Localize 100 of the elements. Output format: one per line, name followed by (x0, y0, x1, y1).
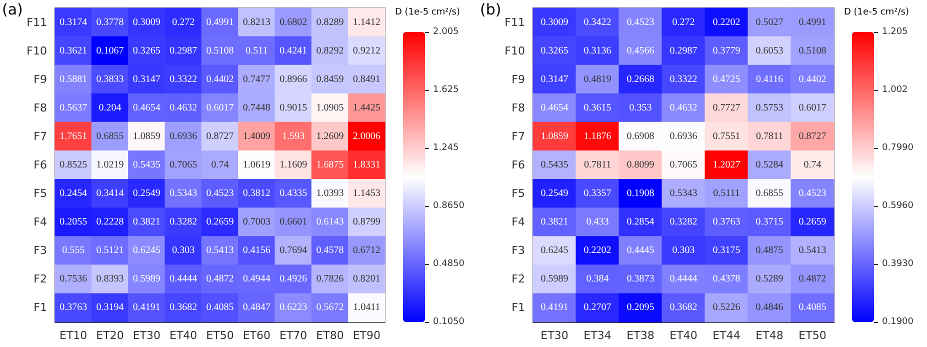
data-label: 0.3422 (584, 16, 612, 28)
data-label: 0.2454 (60, 188, 88, 200)
data-label: 0.3136 (584, 45, 612, 56)
data-label: 0.7811 (584, 160, 612, 170)
x-tick-label: ET50 (798, 329, 826, 342)
x-tick-label: ET34 (584, 329, 612, 342)
data-label: 0.5343 (170, 188, 198, 200)
data-label: 0.1067 (96, 45, 124, 56)
y-tick-label: F11 (26, 16, 47, 29)
data-label: 0.4402 (798, 74, 826, 85)
data-label: 0.6936 (170, 130, 198, 142)
data-label: 0.8799 (352, 216, 380, 228)
data-label: 0.8393 (96, 274, 124, 285)
data-label: 0.4872 (206, 274, 234, 285)
x-tick-label: ET48 (756, 329, 784, 342)
data-label: 0.4991 (798, 16, 826, 28)
data-label: 0.9015 (280, 102, 308, 114)
data-label: 0.2854 (626, 216, 654, 228)
data-label: 0.4191 (540, 302, 568, 314)
data-label: 1.4425 (352, 102, 380, 114)
data-label: 0.5435 (540, 160, 568, 170)
data-label: 0.6908 (626, 130, 654, 142)
data-label: 0.6017 (798, 102, 826, 114)
data-label: 0.3265 (540, 45, 568, 56)
data-label: 1.1412 (352, 16, 380, 28)
data-label: 0.4085 (798, 302, 826, 314)
data-label: 0.8727 (206, 130, 234, 142)
data-label: 0.4335 (280, 188, 308, 200)
data-label: 0.3265 (132, 45, 160, 56)
data-label: 0.3322 (170, 74, 198, 85)
data-label: 0.7551 (712, 130, 740, 142)
data-label: 0.6601 (280, 216, 308, 228)
data-label: 0.5121 (96, 245, 124, 256)
data-label: 0.9212 (352, 45, 380, 56)
data-label: 0.3682 (170, 302, 198, 314)
data-label: 0.3147 (132, 74, 160, 85)
x-tick-label: ET40 (169, 329, 198, 342)
data-label: 0.8213 (242, 16, 270, 28)
data-label: 0.4632 (170, 102, 198, 114)
y-tick-label: F5 (34, 187, 47, 200)
x-tick-label: ET50 (206, 329, 234, 342)
data-label: 1.7651 (60, 130, 88, 142)
data-label: 0.2095 (626, 302, 654, 314)
data-label: 0.3322 (670, 74, 698, 85)
data-label: 0.74 (211, 160, 229, 170)
data-label: 0.272 (172, 16, 195, 28)
data-label: 0.4523 (626, 16, 654, 28)
data-label: 1.1876 (584, 130, 612, 142)
data-label: 0.4191 (132, 302, 160, 314)
y-tick-label: F8 (512, 101, 525, 114)
x-tick-label: ET38 (626, 329, 654, 342)
data-label: 0.4444 (670, 274, 698, 285)
data-label: 0.7448 (242, 102, 270, 114)
data-label: 0.5111 (713, 188, 740, 200)
data-label: 0.2228 (96, 216, 124, 228)
data-label: 0.5435 (132, 160, 160, 170)
data-label: 0.7477 (242, 74, 270, 85)
data-label: 0.8459 (316, 74, 344, 85)
data-label: 0.6855 (96, 130, 124, 142)
data-label: 0.7536 (60, 274, 88, 285)
data-label: 0.8966 (280, 74, 308, 85)
data-label: 0.384 (586, 274, 609, 285)
data-label: 0.2549 (540, 188, 568, 200)
data-label: 0.8289 (316, 16, 344, 28)
data-label: 0.74 (804, 160, 822, 170)
data-label: 0.4156 (242, 245, 270, 256)
color-bar-label: 0.3930 (882, 259, 914, 269)
data-label: 0.2707 (584, 302, 612, 314)
data-label: 1.0619 (242, 160, 270, 170)
data-label: 0.433 (586, 216, 609, 228)
x-tick-label: ET80 (316, 329, 344, 342)
data-label: 0.555 (62, 245, 85, 256)
data-label: 0.3282 (670, 216, 698, 228)
data-label: 0.7727 (712, 102, 740, 114)
data-label: 0.3763 (60, 302, 88, 314)
data-label: 0.5226 (712, 302, 740, 314)
data-label: 0.5027 (756, 16, 784, 28)
text: (b) (480, 0, 502, 18)
data-label: 1.0859 (540, 130, 568, 142)
data-label: 0.4847 (242, 302, 270, 314)
data-label: 0.2668 (626, 74, 654, 85)
color-bar-label: 0.4850 (433, 259, 465, 269)
data-label: 0.3873 (626, 274, 654, 285)
data-label: 0.4566 (626, 45, 654, 56)
data-label: 1.4009 (242, 130, 270, 142)
data-label: 0.3833 (96, 74, 124, 85)
data-label: 0.2202 (584, 245, 612, 256)
data-label: 0.353 (629, 102, 652, 114)
data-label: 0.6936 (670, 130, 698, 142)
data-label: 0.5881 (60, 74, 88, 85)
data-label: 0.6245 (132, 245, 160, 256)
data-label: 0.4523 (798, 188, 826, 200)
data-label: 0.5289 (756, 274, 784, 285)
data-label: 0.4991 (206, 16, 234, 28)
color-bar-title: D (1e-5 cm²/s) (844, 8, 909, 18)
data-label: 0.6143 (316, 216, 344, 228)
data-label: 1.0905 (316, 102, 344, 114)
color-bar-label: 0.1050 (433, 317, 465, 327)
x-tick-label: ET70 (279, 329, 308, 342)
color-bar-label: 1.002 (882, 85, 908, 95)
